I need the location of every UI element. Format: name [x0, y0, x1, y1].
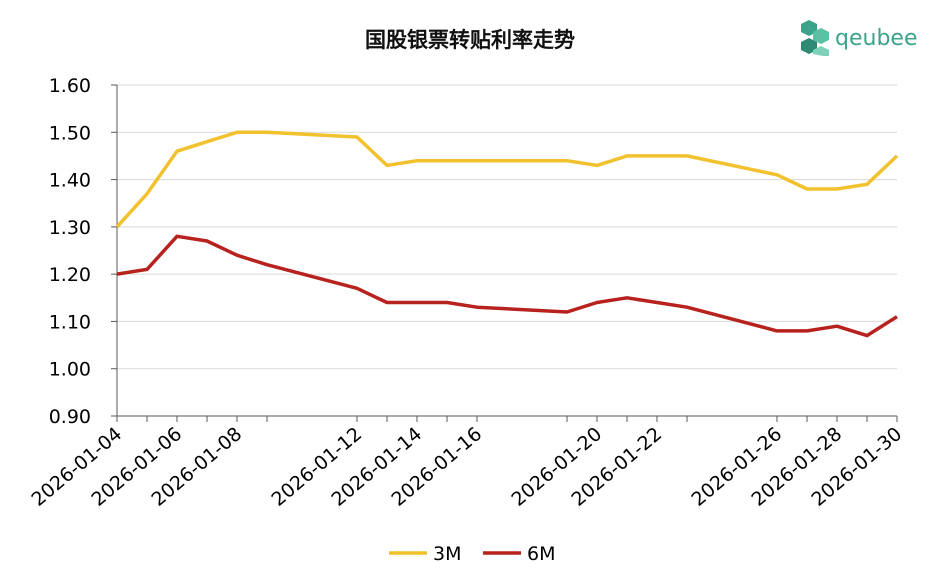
y-tick-label: 1.20 [49, 264, 91, 286]
legend: 3M 6M [389, 543, 555, 565]
legend-label-3m: 3M [433, 543, 461, 565]
series-line-6m [116, 234, 898, 338]
y-tick-label: 1.10 [49, 311, 91, 333]
cube-cluster-icon [801, 20, 829, 56]
y-tick-label: 1.30 [49, 217, 91, 239]
axes [116, 85, 897, 417]
brand-name: qeubee [835, 26, 917, 51]
y-tick-label: 1.00 [49, 359, 91, 381]
chart-title: 国股银票转贴利率走势 [365, 28, 575, 52]
y-tick-label: 1.40 [49, 170, 91, 192]
y-tick-label: 0.90 [49, 406, 91, 428]
brand-logo: qeubee [801, 20, 917, 56]
y-tick-label: 1.50 [49, 122, 91, 144]
legend-label-6m: 6M [527, 543, 555, 565]
grid-lines [117, 84, 897, 370]
y-tick-label: 1.60 [49, 75, 91, 97]
series-lines [115, 130, 899, 338]
y-axis-ticks: 0.90 1.00 1.10 1.20 1.30 1.40 1.50 1.60 [49, 75, 117, 428]
series-line-3m [115, 130, 899, 229]
